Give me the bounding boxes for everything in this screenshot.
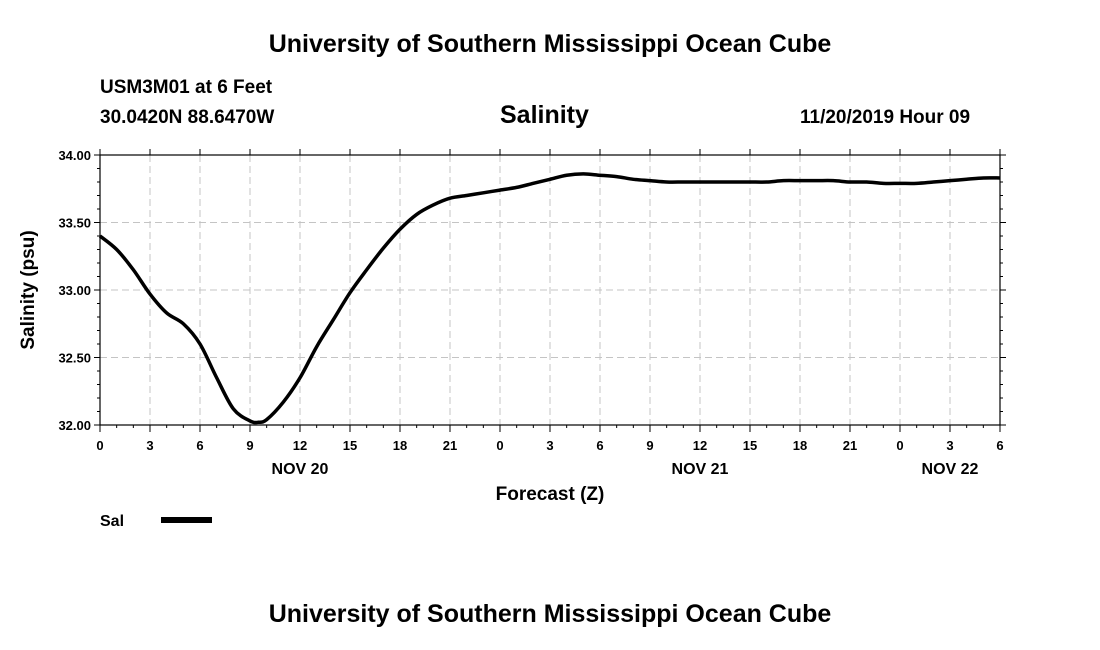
x-tick-label: 9 — [246, 438, 253, 453]
legend: Sal — [100, 513, 212, 530]
coordinates-label: 30.0420N 88.6470W — [100, 107, 275, 128]
station-label: USM3M01 at 6 Feet — [100, 77, 273, 98]
x-tick-label: 15 — [743, 438, 757, 453]
y-tick-label: 33.50 — [58, 216, 91, 231]
x-tick-label: 3 — [146, 438, 153, 453]
y-tick-label: 32.50 — [58, 351, 91, 366]
grid — [100, 155, 1000, 425]
date-labels: NOV 20 NOV 21 NOV 22 — [272, 461, 979, 478]
x-tick-label: 6 — [996, 438, 1003, 453]
y-axis-label: Salinity (psu) — [18, 230, 39, 349]
y-tick-label: 32.00 — [58, 418, 91, 433]
x-tick-label: 9 — [646, 438, 653, 453]
date-label: NOV 21 — [672, 461, 729, 478]
x-tick-label: 0 — [96, 438, 103, 453]
x-axis-label: Forecast (Z) — [496, 484, 605, 505]
x-tick-label: 21 — [843, 438, 857, 453]
x-tick-label: 6 — [196, 438, 203, 453]
date-label: NOV 22 — [922, 461, 979, 478]
x-tick-label: 6 — [596, 438, 603, 453]
plot-frame — [99, 154, 1001, 426]
x-tick-label: 21 — [443, 438, 457, 453]
series-line-sal — [98, 172, 1001, 425]
legend-label-sal: Sal — [100, 513, 124, 530]
chart-title: Salinity — [500, 101, 589, 129]
x-tick-label: 18 — [793, 438, 807, 453]
y-tick-labels: 32.00 32.50 33.00 33.50 34.00 — [58, 148, 91, 433]
x-tick-label: 3 — [546, 438, 553, 453]
datetime-label: 11/20/2019 Hour 09 — [800, 107, 971, 128]
y-tick-label: 34.00 — [58, 148, 91, 163]
x-tick-label: 0 — [496, 438, 503, 453]
x-tick-label: 0 — [896, 438, 903, 453]
y-tick-label: 33.00 — [58, 283, 91, 298]
x-tick-labels: 0 3 6 9 12 15 18 21 0 3 6 9 12 15 18 21 0 3 6 — [96, 438, 1003, 453]
date-label: NOV 20 — [272, 461, 329, 478]
x-tick-label: 12 — [293, 438, 307, 453]
bottom-title: University of Southern Mississippi Ocean… — [268, 600, 832, 628]
top-title: University of Southern Mississippi Ocean… — [268, 30, 832, 58]
x-tick-label: 12 — [693, 438, 707, 453]
x-tick-label: 18 — [393, 438, 407, 453]
x-tick-label: 15 — [343, 438, 357, 453]
x-tick-label: 3 — [946, 438, 953, 453]
